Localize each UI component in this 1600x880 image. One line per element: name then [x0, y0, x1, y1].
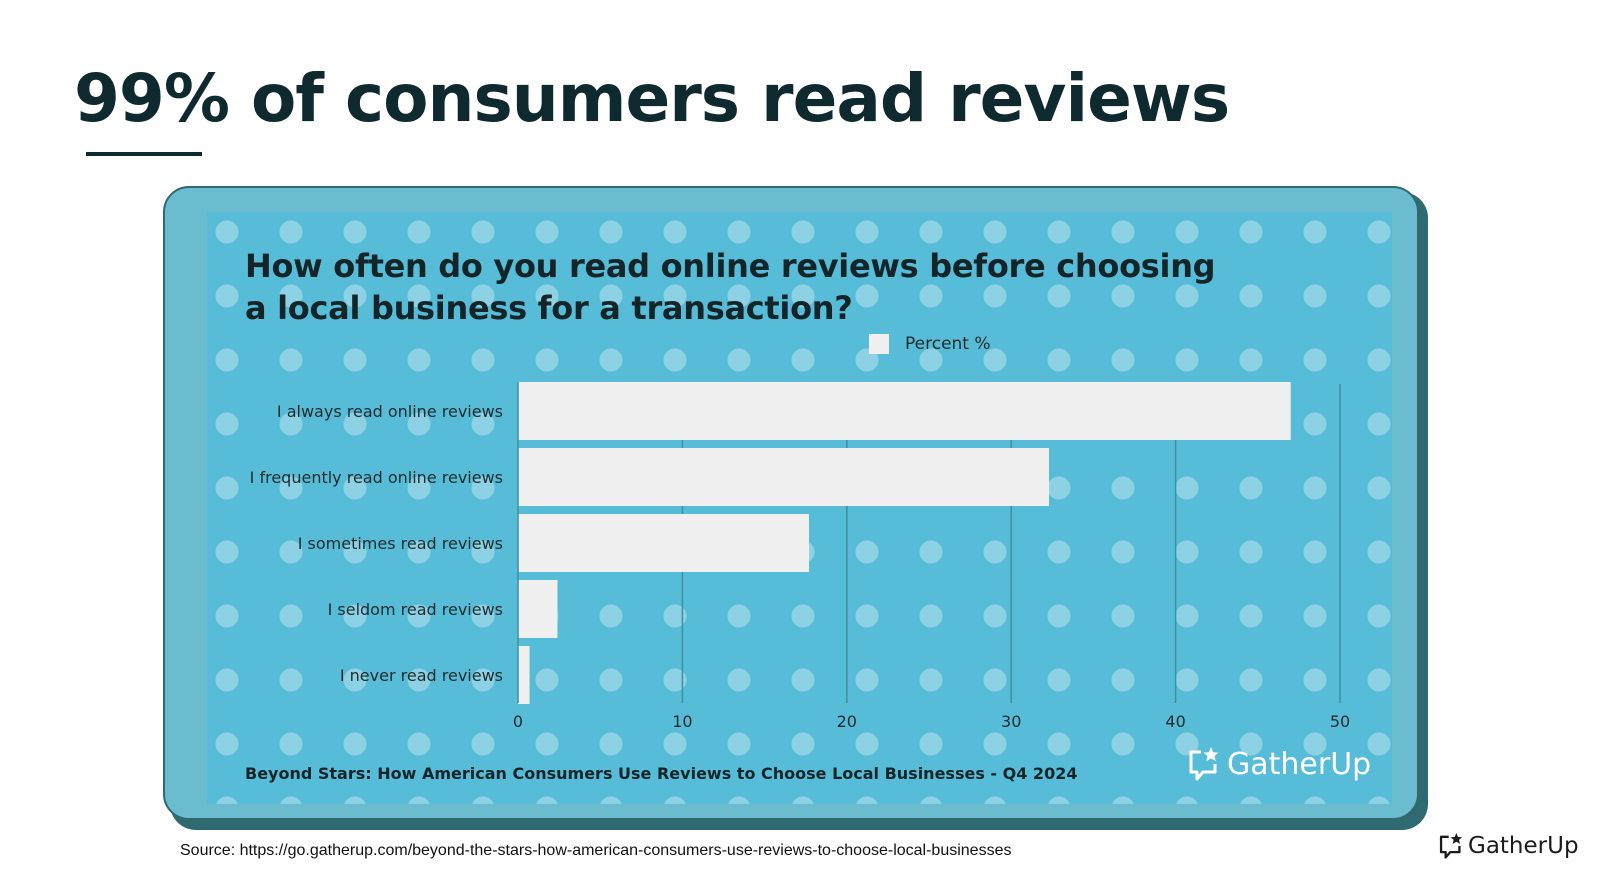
gatherup-logo-icon: [1439, 833, 1463, 859]
chart-title: How often do you read online reviews bef…: [245, 247, 1216, 327]
card-logo-text: GatherUp: [1227, 746, 1372, 782]
category-label: I seldom read reviews: [328, 600, 503, 619]
slide-title: 99% of consumers read reviews: [74, 60, 1230, 137]
chart-citation: Beyond Stars: How American Consumers Use…: [245, 764, 1078, 783]
bar: [518, 646, 530, 704]
chart-panel: [207, 212, 1392, 804]
bar: [518, 514, 809, 572]
page-logo: GatherUp: [1438, 832, 1579, 860]
x-tick-label: 0: [513, 712, 523, 731]
chart-legend: Percent %: [869, 334, 991, 354]
category-label: I always read online reviews: [277, 402, 503, 421]
gatherup-logo-icon: [1189, 747, 1219, 781]
category-label: I frequently read online reviews: [250, 468, 503, 487]
source-citation: Source: https://go.gatherup.com/beyond-t…: [180, 842, 1012, 859]
x-tick-label: 10: [672, 712, 692, 731]
legend-label: Percent %: [905, 334, 991, 354]
card-logo: GatherUp: [1187, 746, 1371, 782]
bar: [518, 448, 1050, 506]
title-underline: [86, 152, 202, 156]
bar: [518, 580, 558, 638]
x-tick-label: 20: [837, 712, 857, 731]
legend-swatch: [869, 334, 889, 354]
category-label: I never read reviews: [340, 666, 503, 685]
page-logo-text: GatherUp: [1468, 833, 1579, 859]
category-label: I sometimes read reviews: [298, 534, 503, 553]
bar: [518, 382, 1291, 440]
x-tick-label: 40: [1165, 712, 1185, 731]
x-tick-label: 50: [1330, 712, 1350, 731]
x-tick-label: 30: [1001, 712, 1021, 731]
